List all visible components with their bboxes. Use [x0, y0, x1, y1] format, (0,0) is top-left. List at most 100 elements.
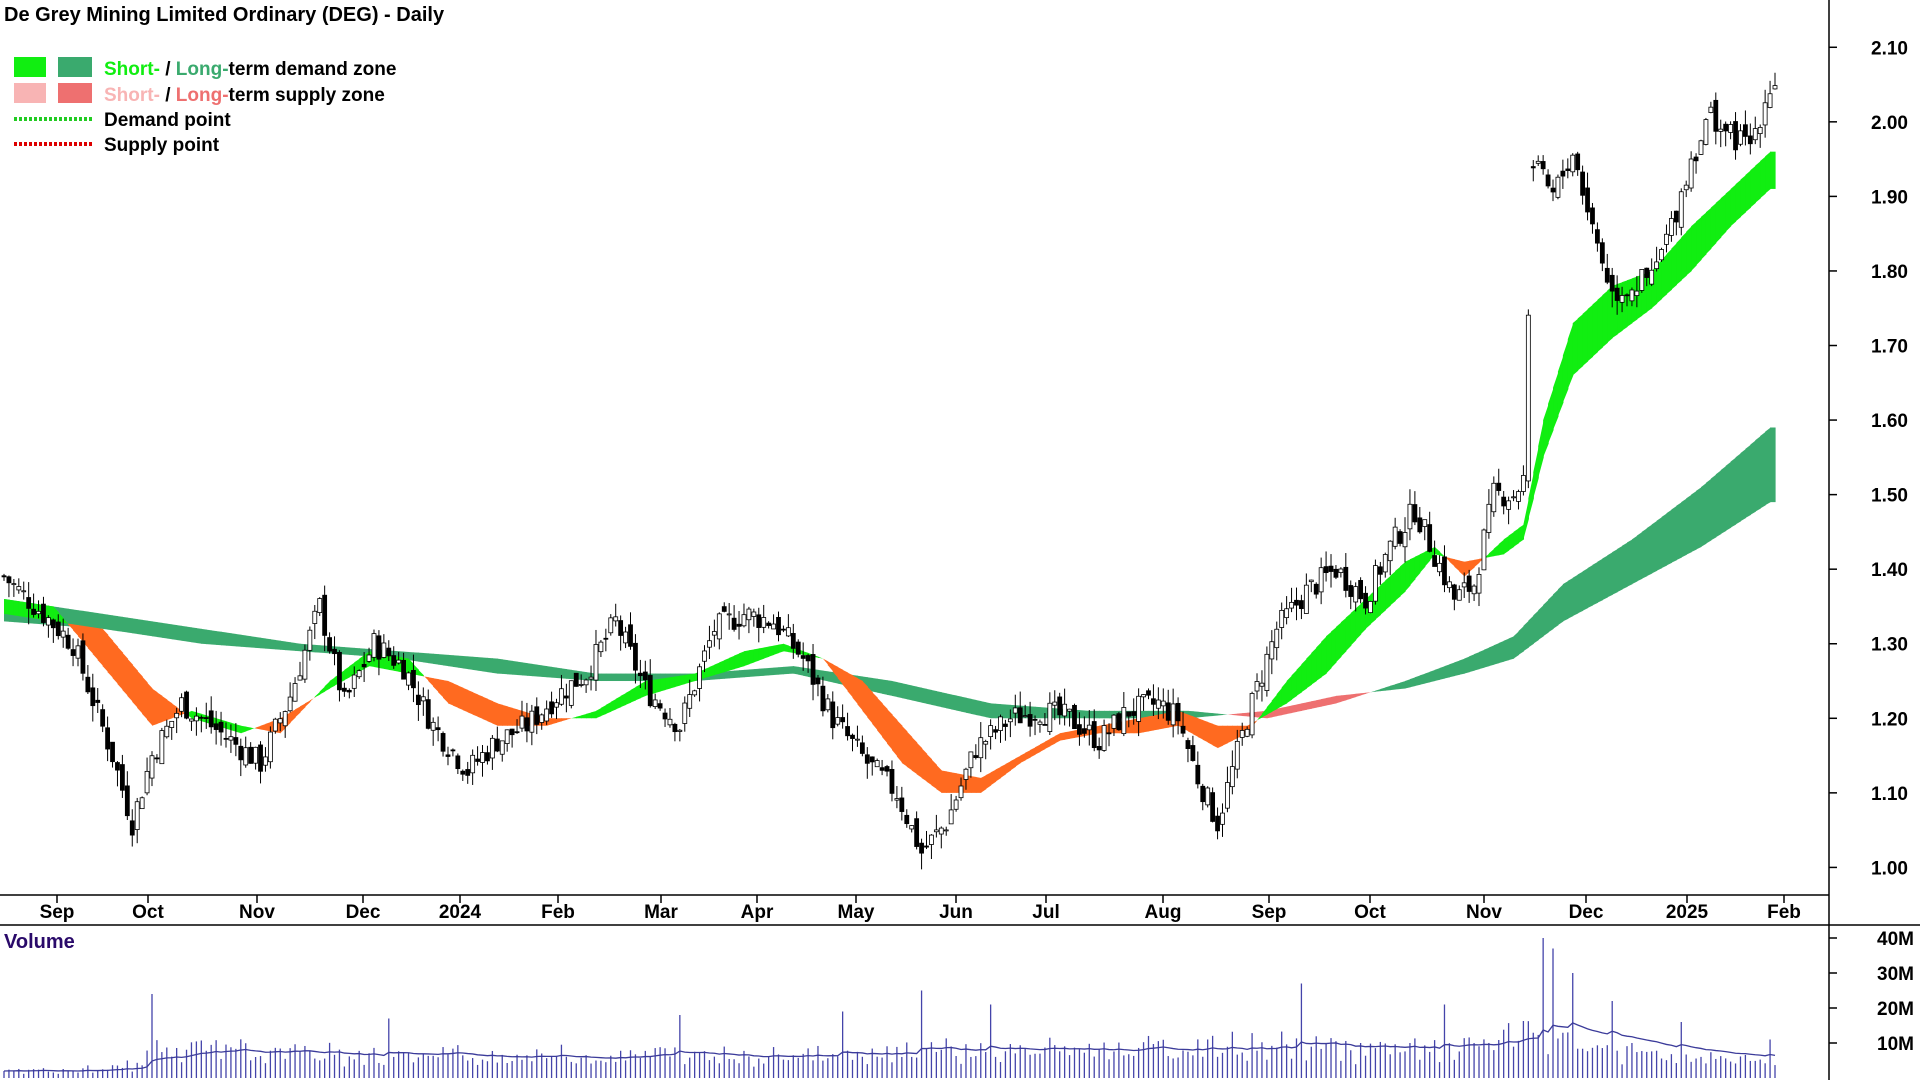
- short-term-zone-segment: [901, 725, 908, 767]
- y-tick-label: 1.80: [1871, 262, 1908, 283]
- candle-body: [45, 617, 51, 626]
- candle-body: [756, 614, 762, 628]
- long-term-zone-segment: [793, 666, 799, 675]
- long-term-zone-segment: [1197, 711, 1204, 718]
- short-term-zone-segment: [147, 682, 153, 726]
- long-term-zone-segment: [1710, 474, 1717, 541]
- short-term-zone-segment: [151, 688, 158, 726]
- short-term-zone-segment: [817, 656, 824, 659]
- volume-average-line: [3, 1022, 1776, 1072]
- long-term-zone-segment: [1301, 702, 1307, 711]
- short-term-zone-segment: [822, 658, 829, 666]
- candle-body: [652, 699, 658, 708]
- long-term-zone-segment: [1316, 699, 1322, 708]
- long-term-zone-segment: [102, 613, 109, 630]
- long-term-zone-segment: [1286, 705, 1293, 715]
- long-term-zone-segment: [1360, 692, 1367, 696]
- short-term-zone-segment: [872, 692, 878, 731]
- candle-body: [317, 598, 323, 613]
- candle-body: [1604, 267, 1610, 283]
- long-term-zone-segment: [68, 608, 74, 627]
- short-term-zone-segment: [142, 676, 148, 720]
- short-term-zone-segment: [576, 715, 582, 719]
- long-term-zone-segment: [230, 633, 237, 647]
- long-term-zone-segment: [1419, 673, 1426, 685]
- long-term-zone-segment: [803, 667, 809, 677]
- long-term-zone-segment: [872, 678, 878, 693]
- short-term-zone-segment: [1143, 716, 1150, 733]
- long-term-zone-segment: [916, 686, 923, 703]
- legend-supply-short-label: Short-: [104, 85, 160, 106]
- short-term-zone-segment: [980, 775, 987, 793]
- short-term-zone-segment: [625, 689, 632, 705]
- long-term-zone-segment: [1765, 427, 1771, 506]
- candle-body: [440, 733, 446, 752]
- candle-body: [1244, 728, 1250, 737]
- short-term-zone-segment: [709, 664, 715, 677]
- long-term-zone-segment: [1232, 713, 1238, 716]
- short-term-zone-segment: [1409, 556, 1416, 586]
- short-term-zone-segment: [1449, 557, 1455, 567]
- long-term-zone-segment: [428, 653, 434, 664]
- short-term-zone-segment: [1577, 313, 1584, 371]
- short-term-zone-segment: [1232, 725, 1238, 741]
- candle-body: [327, 637, 332, 652]
- candle-body: [1422, 519, 1428, 527]
- candle-body: [100, 709, 106, 727]
- candle-body: [198, 716, 204, 719]
- candle-body: [1037, 721, 1043, 725]
- candle-body: [1136, 695, 1142, 722]
- short-term-zone-segment: [581, 713, 587, 719]
- short-term-zone-segment: [620, 692, 627, 708]
- candle-body: [1550, 187, 1556, 193]
- long-term-zone-segment: [132, 618, 138, 635]
- candle-body: [371, 633, 377, 658]
- candle-body: [864, 754, 870, 764]
- candle-body: [859, 742, 865, 754]
- short-term-zone-segment: [235, 724, 242, 734]
- candle-body: [1067, 708, 1072, 712]
- candle-body: [1190, 745, 1196, 761]
- short-term-zone-segment: [1054, 733, 1061, 744]
- candle-body: [1338, 568, 1344, 573]
- long-term-zone-segment: [1651, 520, 1658, 574]
- candle-body: [514, 731, 520, 734]
- candle-body: [1259, 682, 1265, 687]
- candle-body: [800, 655, 806, 659]
- short-term-zone-segment: [1064, 731, 1071, 740]
- candle-body: [1525, 314, 1531, 482]
- candle-body: [297, 675, 303, 681]
- short-term-zone-segment: [1592, 299, 1599, 357]
- long-term-zone-segment: [147, 620, 153, 637]
- long-term-zone-segment: [1646, 524, 1653, 577]
- long-term-zone-segment: [1380, 687, 1386, 692]
- long-term-zone-segment: [344, 647, 350, 655]
- short-term-zone-segment: [1424, 549, 1431, 567]
- short-term-zone-segment: [290, 709, 296, 723]
- long-term-zone-segment: [965, 697, 972, 714]
- long-term-zone-segment: [408, 651, 415, 661]
- long-term-zone-segment: [901, 683, 908, 700]
- short-term-zone-segment: [1469, 559, 1475, 572]
- candle-body: [573, 672, 579, 687]
- candle-body: [425, 699, 431, 729]
- candle-body: [1126, 711, 1132, 717]
- candle-body: [110, 741, 115, 763]
- long-term-zone-segment: [186, 626, 193, 643]
- long-term-zone-segment: [1572, 574, 1579, 617]
- long-term-zone-segment: [822, 670, 829, 682]
- short-term-zone-segment: [245, 726, 252, 732]
- long-term-zone-segment: [1488, 645, 1495, 667]
- short-term-zone-segment: [1464, 560, 1470, 577]
- long-term-zone-segment: [1409, 677, 1416, 688]
- candle-body: [1456, 589, 1462, 601]
- long-term-zone-segment: [1755, 436, 1761, 512]
- long-term-zone-segment: [1005, 704, 1011, 719]
- long-term-zone-segment: [260, 637, 267, 649]
- candle-body: [60, 630, 66, 638]
- candle-body: [189, 718, 194, 722]
- short-term-zone-segment: [1222, 725, 1229, 746]
- candle-body: [80, 640, 86, 674]
- candle-body: [825, 698, 831, 711]
- volume-tick-label: 20M: [1877, 999, 1914, 1020]
